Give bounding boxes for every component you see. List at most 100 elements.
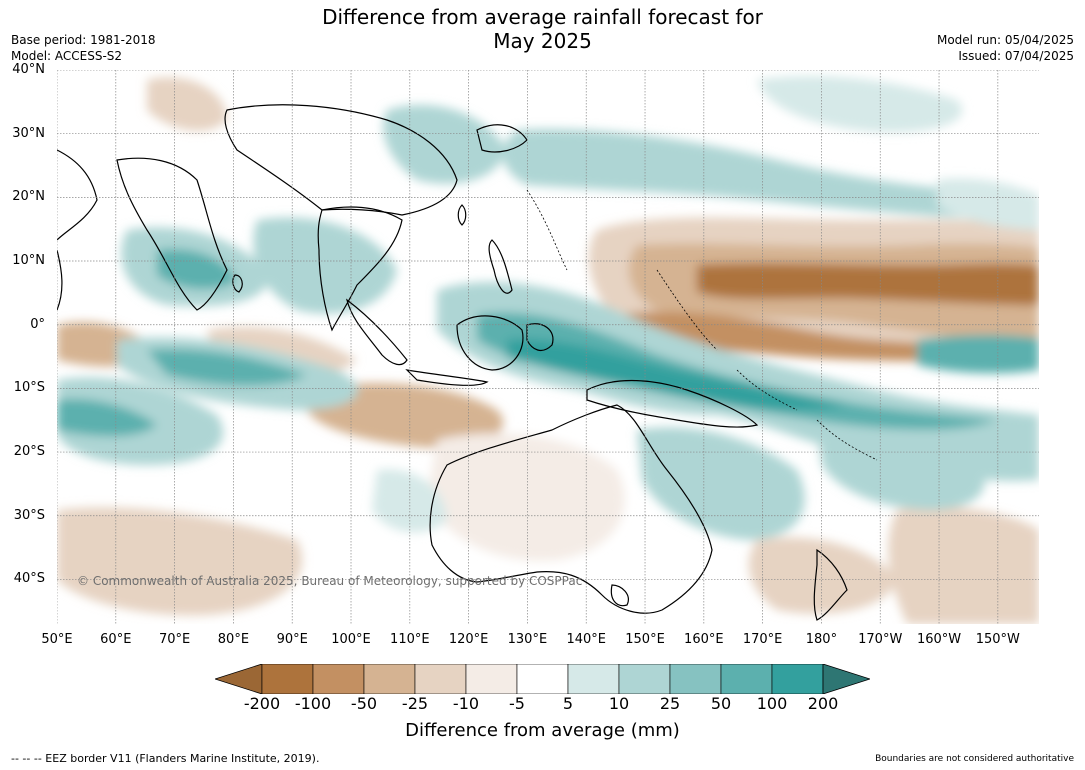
model-text: Model: ACCESS-S2 (11, 49, 123, 63)
anom-dry-north-india (147, 77, 227, 131)
latitude-label: 30°N (12, 125, 45, 141)
latitude-label: 10°S (13, 380, 45, 396)
anom-dry-southeast-pacific (888, 506, 1039, 624)
longitude-label: 60°E (100, 632, 132, 647)
coast-japan (476, 124, 528, 153)
anom-wet-southwest-pacific (817, 429, 985, 510)
gridlines (57, 70, 1039, 624)
title-line-2: May 2025 (493, 29, 592, 53)
longitude-label: 170°E (742, 632, 783, 647)
latitude-label: 40°N (12, 62, 45, 77)
coastlines (57, 104, 848, 621)
colorbar-segment (720, 663, 773, 695)
colorbar-extend-low (213, 663, 263, 695)
colorbar-tick-label: 5 (562, 694, 574, 713)
anom-dry-tasman (748, 537, 897, 614)
colorbar-tick-label: 10 (608, 694, 630, 713)
longitude-label: 150°E (625, 632, 665, 647)
coast-arabia (57, 149, 98, 241)
colorbar-extend-high (822, 663, 872, 695)
colorbar-segment (516, 663, 569, 695)
longitude-label: 170°W (858, 632, 903, 647)
longitude-label: 130°E (507, 632, 548, 647)
coast-sri-lanka (232, 274, 243, 293)
coast-africa (57, 249, 63, 311)
title-line-1: Difference from average rainfall forecas… (322, 5, 763, 29)
longitude-label: 120°E (448, 632, 489, 647)
coast-new-guinea (586, 379, 759, 428)
anom-wet-maritime-continent-core (507, 339, 847, 410)
colorbar-segment (465, 663, 518, 695)
coast-philippines (488, 239, 513, 294)
latitude-label: 10°N (12, 253, 45, 269)
meta-right: Model run: 05/04/2025 Issued: 07/04/2025 (937, 32, 1074, 64)
anom-dry-central-pacific-core (697, 263, 1039, 305)
coast-borneo (456, 315, 524, 371)
coast-china (224, 104, 458, 216)
colorbar-tick-label: 200 (807, 694, 839, 713)
colorbar-segment (567, 663, 620, 695)
colorbar-tick-label: -5 (509, 694, 525, 713)
copyright-text: © Commonwealth of Australia 2025, Bureau… (77, 574, 582, 588)
anom-wet-north-east (757, 76, 963, 133)
longitude-label: 50°E (41, 632, 73, 647)
coast-australia (429, 404, 713, 614)
coast-tasmania (610, 584, 629, 607)
anom-wet-east-pacific-band (917, 334, 1039, 374)
colorbar-tick-label: -10 (452, 694, 480, 713)
colorbar-segment (669, 663, 722, 695)
anomaly-layer (57, 76, 1039, 624)
colorbar-segment (618, 663, 671, 695)
coast-india (116, 157, 228, 311)
coast-taiwan (457, 204, 467, 226)
latitude-label: 0° (30, 316, 45, 332)
colorbar-segment (414, 663, 467, 695)
anom-wet-hawaii (937, 178, 1039, 230)
eez-borders (526, 189, 878, 461)
boundaries-disclaimer: Boundaries are not considered authoritat… (875, 754, 1074, 764)
eez-footnote: -- -- -- EEZ border V11 (Flanders Marine… (11, 752, 320, 765)
colorbar-tick-label: -50 (350, 694, 378, 713)
eez-border-north (526, 189, 568, 271)
base-period-text: Base period: 1981-2018 (11, 33, 156, 47)
longitude-label: 110°E (390, 632, 430, 647)
latitude-label: 20°N (12, 189, 45, 205)
colorbar (213, 663, 872, 695)
rainfall-map: © Commonwealth of Australia 2025, Bureau… (57, 70, 1039, 624)
anom-wet-bay-of-bengal-core (157, 249, 237, 290)
colorbar-tick-label: 50 (710, 694, 732, 713)
anom-wet-north-pacific-band (503, 129, 1039, 220)
colorbar-svg (213, 663, 872, 695)
colorbar-segment (312, 663, 365, 695)
colorbar-tick-label: 25 (659, 694, 681, 713)
colorbar-tick-label: 100 (756, 694, 788, 713)
anom-wet-southeast-asia (253, 217, 397, 314)
coast-java (405, 369, 489, 386)
anom-wet-australia-west (372, 469, 447, 533)
longitude-label: 100°E (331, 632, 371, 647)
latitude-label: 40°S (13, 571, 45, 587)
longitude-label: 160°W (916, 632, 962, 647)
anom-wet-east-asia (383, 104, 507, 184)
longitude-label: 80°E (217, 632, 250, 647)
anom-dry-indian-ocean-south (307, 382, 504, 449)
longitude-label: 160°E (684, 632, 724, 647)
colorbar-tick-label: -200 (243, 694, 281, 713)
longitude-label: 140°E (566, 632, 606, 647)
anom-wet-south-indian-core (57, 399, 157, 437)
latitude-label: 20°S (13, 444, 45, 460)
colorbar-segment (771, 663, 824, 695)
colorbar-tick-label: -25 (401, 694, 429, 713)
coast-new-zealand (813, 548, 848, 621)
model-run-text: Model run: 05/04/2025 (936, 33, 1074, 47)
longitude-label: 90°E (276, 632, 308, 647)
longitude-label: 180° (805, 632, 838, 647)
colorbar-tick-label: -100 (294, 694, 332, 713)
anom-wet-indian-ocean-band-core (147, 349, 307, 386)
latitude-label: 30°S (13, 507, 45, 523)
longitude-label: 70°E (158, 632, 191, 647)
issued-text: Issued: 07/04/2025 (958, 49, 1074, 63)
eez-border-pacific (656, 269, 878, 461)
colorbar-segment (363, 663, 416, 695)
chart-title: Difference from average rainfall forecas… (0, 5, 1085, 53)
